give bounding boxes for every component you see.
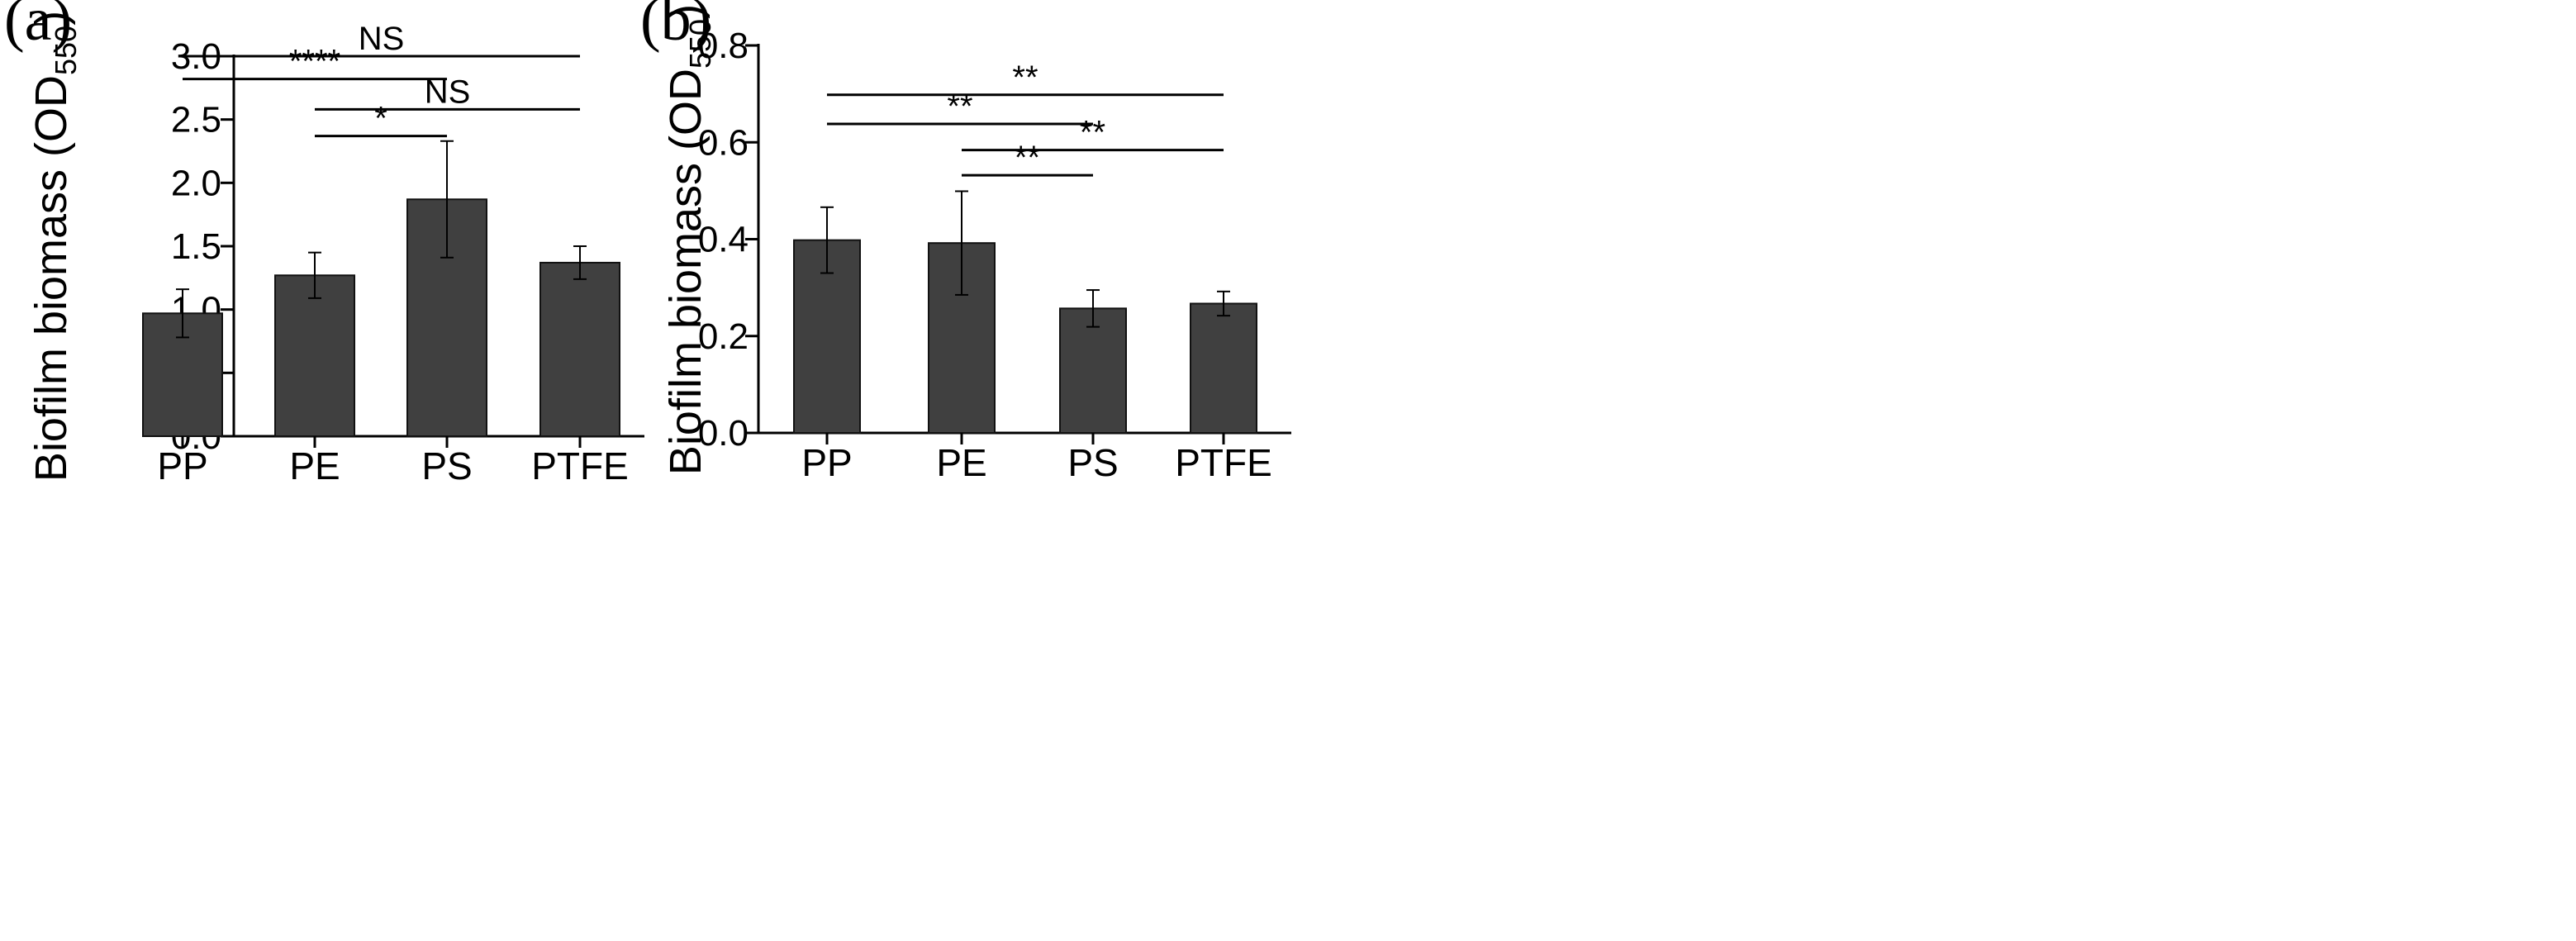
significance-label: **	[1012, 59, 1038, 96]
y-tick-label: 0.6	[698, 122, 749, 163]
x-tick-label: PTFE	[1175, 441, 1272, 484]
bar	[1190, 302, 1257, 434]
x-tick-label: PP	[157, 444, 207, 487]
significance-label: **	[947, 88, 972, 125]
y-tick-label: 0.4	[698, 220, 749, 260]
panel-label: (a)	[4, 0, 72, 54]
x-tick-label: PS	[1067, 441, 1118, 484]
y-tick-label: 0.2	[698, 316, 749, 357]
significance-label: NS	[359, 21, 405, 57]
y-tick-label: 2.0	[171, 163, 221, 203]
y-tick-label: 1.5	[171, 226, 221, 267]
panel-b-chart: (b)Biofilm biomass (OD550)0.0 0.2 0.4 0.6 0.…	[640, 0, 1291, 484]
y-tick-label: 0.8	[698, 26, 749, 66]
x-tick-label: PS	[421, 444, 472, 487]
significance-label: NS	[425, 74, 471, 110]
bar	[1059, 307, 1127, 434]
x-tick-label: PE	[289, 444, 340, 487]
bar	[274, 274, 355, 437]
y-tick-label: 2.5	[171, 100, 221, 140]
x-tick-label: PTFE	[531, 444, 629, 487]
significance-label: **	[1080, 115, 1105, 151]
y-axis-label: Biofilm biomass (OD550)	[26, 11, 83, 482]
x-tick-label: PP	[801, 441, 852, 484]
significance-label: *	[374, 101, 387, 137]
significance-label: **	[1015, 140, 1040, 176]
bar	[539, 261, 620, 437]
significance-label: ****	[289, 44, 340, 80]
y-tick-label: 0.0	[698, 413, 749, 454]
y-axis-label: Biofilm biomass (OD550)	[661, 4, 717, 475]
panel-label: (b)	[640, 0, 711, 54]
panel-a-chart: (a)Biofilm biomass (OD550)0.00.51.01.52.…	[4, 0, 644, 487]
x-tick-label: PE	[936, 441, 986, 484]
